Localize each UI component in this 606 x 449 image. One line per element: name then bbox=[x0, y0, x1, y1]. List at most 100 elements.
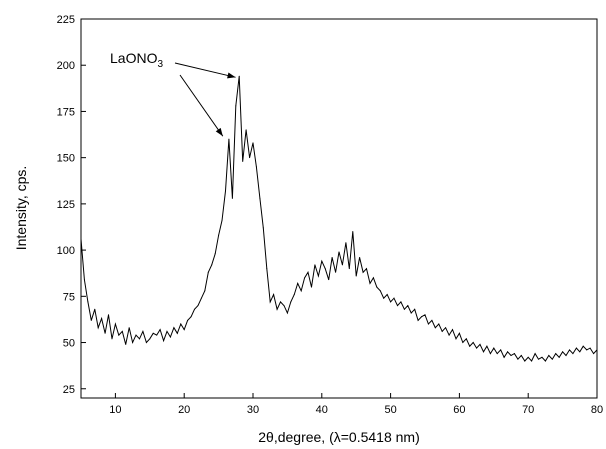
data-point bbox=[245, 129, 247, 131]
data-point bbox=[145, 342, 147, 344]
data-point bbox=[317, 275, 319, 277]
data-point bbox=[513, 353, 515, 355]
data-point bbox=[372, 277, 374, 279]
annotation-label: LaONO3 bbox=[110, 50, 163, 70]
data-point bbox=[101, 318, 103, 320]
data-point bbox=[255, 166, 257, 168]
data-point bbox=[579, 351, 581, 353]
y-tick-label: 175 bbox=[57, 106, 75, 118]
data-point bbox=[348, 268, 350, 270]
data-point bbox=[596, 349, 598, 351]
data-point bbox=[558, 356, 560, 358]
data-point bbox=[300, 290, 302, 292]
data-point bbox=[431, 319, 433, 321]
data-point bbox=[194, 308, 196, 310]
data-point bbox=[531, 360, 533, 362]
data-point bbox=[169, 336, 171, 338]
data-point bbox=[97, 327, 99, 329]
data-point bbox=[114, 323, 116, 325]
data-point bbox=[448, 334, 450, 336]
data-point bbox=[445, 327, 447, 329]
data-point bbox=[104, 332, 106, 334]
x-tick-label: 80 bbox=[591, 404, 603, 416]
x-tick-label: 70 bbox=[522, 404, 534, 416]
data-point bbox=[125, 343, 127, 345]
data-point bbox=[321, 260, 323, 262]
data-point bbox=[555, 353, 557, 355]
data-point bbox=[190, 316, 192, 318]
data-point bbox=[207, 271, 209, 273]
annotation-arrowhead-2 bbox=[215, 127, 223, 137]
data-point bbox=[338, 251, 340, 253]
data-point bbox=[94, 308, 96, 310]
data-point bbox=[400, 301, 402, 303]
data-point bbox=[362, 271, 364, 273]
data-point bbox=[128, 327, 130, 329]
data-point bbox=[211, 264, 213, 266]
data-point bbox=[166, 330, 168, 332]
data-point bbox=[414, 308, 416, 310]
data-point bbox=[273, 293, 275, 295]
data-point bbox=[259, 197, 261, 199]
x-tick-label: 10 bbox=[109, 404, 121, 416]
data-point bbox=[283, 305, 285, 307]
data-point bbox=[407, 305, 409, 307]
data-point bbox=[173, 327, 175, 329]
data-point bbox=[379, 290, 381, 292]
data-point bbox=[231, 197, 233, 199]
y-tick-label: 225 bbox=[57, 14, 75, 26]
data-point bbox=[376, 286, 378, 288]
data-point bbox=[214, 253, 216, 255]
plot-frame bbox=[80, 18, 598, 399]
data-point bbox=[204, 290, 206, 292]
data-point bbox=[575, 347, 577, 349]
data-point bbox=[324, 268, 326, 270]
data-point bbox=[262, 227, 264, 229]
data-point bbox=[465, 338, 467, 340]
data-point bbox=[335, 271, 337, 273]
data-point bbox=[138, 338, 140, 340]
data-point bbox=[266, 268, 268, 270]
x-axis-title: 2θ,degree, (λ=0.5418 nm) bbox=[258, 429, 420, 445]
y-axis-title: Intensity, cps. bbox=[13, 166, 29, 251]
y-tick-label: 125 bbox=[57, 199, 75, 211]
data-point bbox=[328, 279, 330, 281]
annotation: LaONO3 bbox=[110, 50, 236, 137]
data-point bbox=[455, 338, 457, 340]
data-point bbox=[359, 256, 361, 258]
data-point bbox=[142, 330, 144, 332]
series-points bbox=[80, 75, 598, 362]
data-point bbox=[476, 347, 478, 349]
x-tick-label: 50 bbox=[384, 404, 396, 416]
data-point bbox=[524, 360, 526, 362]
data-point bbox=[438, 323, 440, 325]
data-point bbox=[390, 301, 392, 303]
data-point bbox=[582, 345, 584, 347]
data-point bbox=[472, 342, 474, 344]
y-tick-label: 50 bbox=[63, 338, 75, 350]
y-tick-label: 25 bbox=[63, 384, 75, 396]
data-point bbox=[366, 268, 368, 270]
data-point bbox=[197, 305, 199, 307]
data-point bbox=[417, 319, 419, 321]
data-point bbox=[538, 358, 540, 360]
data-point bbox=[517, 358, 519, 360]
x-axis-ticks: 10 20 30 40 50 60 70 80 bbox=[109, 393, 603, 416]
data-point bbox=[149, 338, 151, 340]
data-point bbox=[462, 342, 464, 344]
data-point bbox=[393, 297, 395, 299]
data-point bbox=[235, 105, 237, 107]
x-tick-label: 20 bbox=[178, 404, 190, 416]
data-point bbox=[527, 356, 529, 358]
data-point bbox=[87, 301, 89, 303]
data-point bbox=[510, 354, 512, 356]
data-point bbox=[242, 160, 244, 162]
annotation-arrow-1 bbox=[174, 62, 236, 78]
data-point bbox=[562, 351, 564, 353]
data-point bbox=[183, 329, 185, 331]
data-point bbox=[586, 349, 588, 351]
data-point bbox=[355, 275, 357, 277]
data-point bbox=[503, 356, 505, 358]
annotation-main: LaONO bbox=[110, 50, 158, 66]
